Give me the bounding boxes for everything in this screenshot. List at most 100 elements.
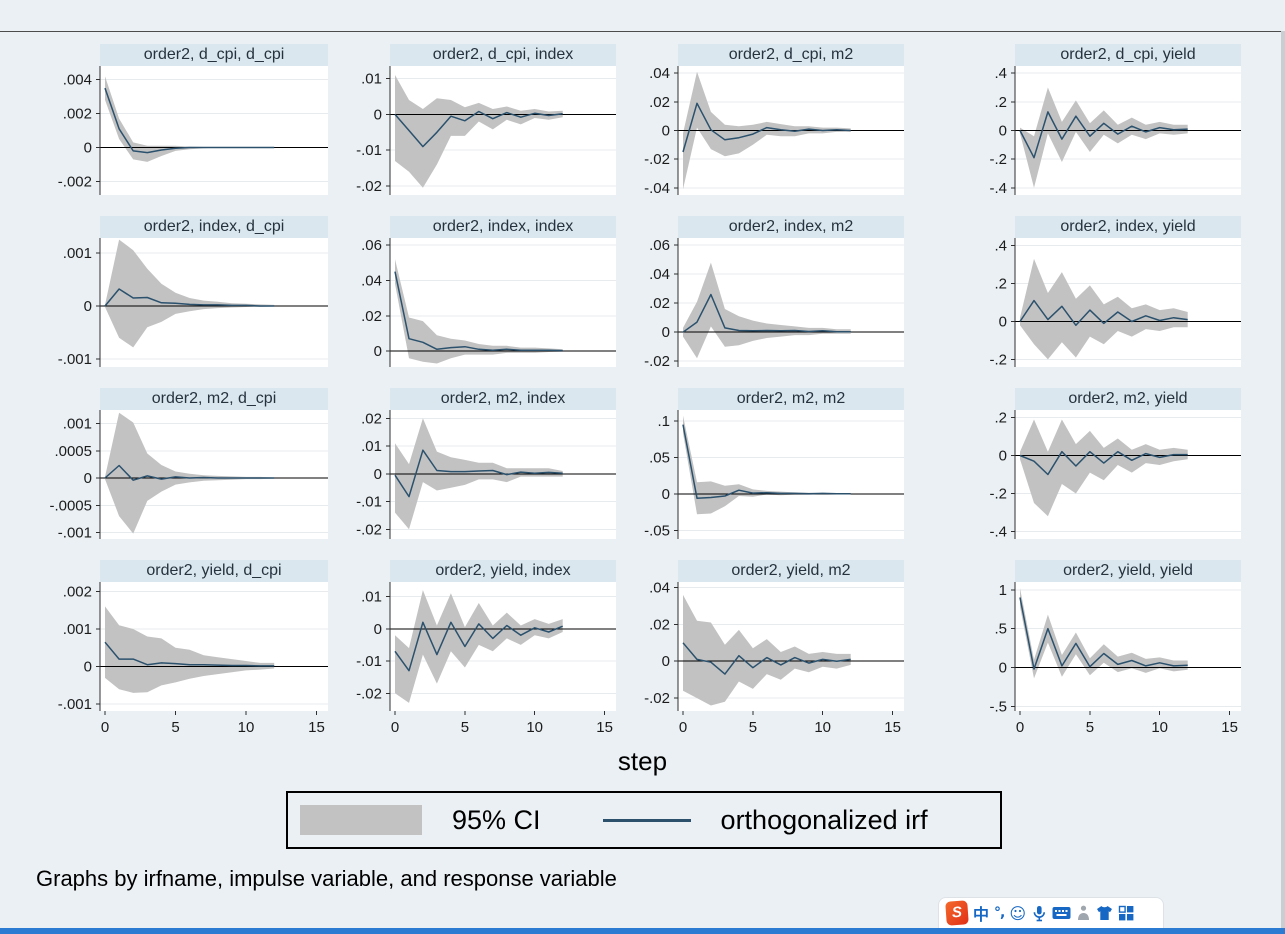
panel-title: order2, yield, yield bbox=[1015, 560, 1241, 582]
emoji-icon[interactable]: ☺ bbox=[1009, 903, 1027, 923]
panel-title: order2, m2, m2 bbox=[678, 388, 904, 410]
svg-text:.02: .02 bbox=[649, 295, 670, 312]
sogou-ime-toolbar: S 中 °, ☺ bbox=[938, 897, 1164, 928]
svg-text:.004: .004 bbox=[63, 72, 92, 89]
svg-text:.4: .4 bbox=[994, 65, 1007, 82]
microphone-icon[interactable] bbox=[1031, 901, 1047, 925]
svg-text:-.2: -.2 bbox=[989, 486, 1007, 503]
svg-text:10: 10 bbox=[238, 719, 255, 736]
panel-plot: .2 0 -.2 -.4 bbox=[989, 410, 1241, 540]
svg-text:0: 0 bbox=[662, 123, 670, 140]
x-axis-title: step bbox=[617, 746, 668, 776]
panel-title: order2, index, yield bbox=[1015, 216, 1241, 238]
panel-plot: .002 .001 0 -.001 0 5 10 15 bbox=[58, 582, 328, 736]
svg-text:0: 0 bbox=[374, 466, 382, 483]
handwriting-icon[interactable] bbox=[1076, 901, 1091, 925]
svg-text:.1: .1 bbox=[657, 413, 670, 430]
svg-text:15: 15 bbox=[308, 719, 325, 736]
svg-text:.06: .06 bbox=[361, 237, 382, 254]
svg-text:0: 0 bbox=[662, 486, 670, 503]
svg-text:-.2: -.2 bbox=[989, 351, 1007, 368]
svg-text:-.04: -.04 bbox=[644, 180, 670, 197]
svg-text:-.02: -.02 bbox=[356, 521, 382, 538]
svg-text:0: 0 bbox=[999, 660, 1007, 677]
panel-plot: 1 .5 0 -.5 0 5 10 15 bbox=[989, 582, 1241, 736]
svg-text:-.02: -.02 bbox=[356, 178, 382, 195]
svg-text:-.05: -.05 bbox=[644, 522, 670, 539]
sogou-logo-icon[interactable]: S bbox=[945, 900, 969, 926]
svg-text:0: 0 bbox=[662, 324, 670, 341]
irf-line-swatch bbox=[602, 818, 691, 822]
svg-text:5: 5 bbox=[749, 719, 757, 736]
punctuation-icon[interactable]: °, bbox=[994, 905, 1005, 921]
svg-text:0: 0 bbox=[999, 123, 1007, 140]
svg-text:.2: .2 bbox=[994, 276, 1007, 293]
svg-text:.002: .002 bbox=[63, 106, 92, 123]
svg-text:5: 5 bbox=[461, 719, 469, 736]
graph-note: Graphs by irfname, impulse variable, and… bbox=[36, 866, 617, 891]
irf-panel: order2, index, yield .4 .2 0 -.2 bbox=[967, 216, 1253, 373]
svg-text:.04: .04 bbox=[649, 266, 670, 283]
svg-text:-.02: -.02 bbox=[644, 690, 670, 707]
svg-text:.02: .02 bbox=[649, 94, 670, 111]
svg-text:15: 15 bbox=[596, 719, 613, 736]
svg-text:5: 5 bbox=[171, 719, 179, 736]
svg-text:-.01: -.01 bbox=[356, 142, 382, 159]
panel-title: order2, yield, index bbox=[390, 560, 616, 582]
svg-text:0: 0 bbox=[662, 653, 670, 670]
svg-text:-.002: -.002 bbox=[58, 173, 92, 190]
svg-text:-.0005: -.0005 bbox=[49, 497, 92, 514]
svg-text:.2: .2 bbox=[994, 94, 1007, 111]
panel-title: order2, d_cpi, m2 bbox=[678, 44, 904, 66]
svg-text:-.01: -.01 bbox=[356, 494, 382, 511]
panel-title: order2, d_cpi, d_cpi bbox=[100, 44, 328, 66]
panel-plot: .1 .05 0 -.05 bbox=[644, 410, 904, 539]
irf-panel: order2, yield, m2 .04 .02 0 -.02 0 5 10 15 bbox=[630, 560, 916, 738]
svg-text:0: 0 bbox=[999, 314, 1007, 331]
skin-icon[interactable] bbox=[1096, 901, 1113, 925]
panel-plot: .04 .02 0 -.02 -.04 bbox=[644, 65, 904, 197]
svg-text:0: 0 bbox=[391, 719, 399, 736]
svg-text:10: 10 bbox=[1151, 719, 1168, 736]
svg-text:0: 0 bbox=[84, 659, 92, 676]
chinese-mode-icon[interactable]: 中 bbox=[973, 905, 990, 924]
svg-text:.05: .05 bbox=[649, 449, 670, 466]
panel-plot: .4 .2 0 -.2 -.4 bbox=[989, 65, 1241, 197]
irf-panel: order2, d_cpi, m2 .04 .02 0 -.02 -.04 bbox=[630, 44, 916, 201]
toolbox-icon[interactable] bbox=[1118, 901, 1134, 925]
svg-text:.04: .04 bbox=[361, 272, 382, 289]
svg-text:.04: .04 bbox=[649, 65, 670, 82]
svg-text:15: 15 bbox=[884, 719, 901, 736]
svg-text:.001: .001 bbox=[63, 245, 92, 262]
panel-plot: .004 .002 0 -.002 bbox=[58, 66, 328, 195]
svg-text:0: 0 bbox=[374, 343, 382, 360]
panel-plot: .01 0 -.01 -.02 0 5 10 15 bbox=[356, 582, 616, 736]
svg-text:0: 0 bbox=[1016, 719, 1024, 736]
svg-text:-.001: -.001 bbox=[58, 696, 92, 713]
svg-text:0: 0 bbox=[999, 448, 1007, 465]
irf-legend-label: orthogonalized irf bbox=[720, 804, 928, 835]
ci-legend-label: 95% CI bbox=[452, 804, 541, 835]
taskbar-edge bbox=[0, 928, 1285, 934]
svg-text:-.02: -.02 bbox=[644, 353, 670, 370]
svg-text:-.01: -.01 bbox=[356, 653, 382, 670]
panel-plot: .06 .04 .02 0 bbox=[361, 237, 616, 367]
svg-text:.01: .01 bbox=[361, 438, 382, 455]
irf-panel: order2, m2, index .02 .01 0 -.01 -.02 bbox=[342, 388, 628, 545]
panel-title: order2, m2, d_cpi bbox=[100, 388, 328, 410]
irf-panel: order2, index, m2 .06 .04 .02 0 -.02 bbox=[630, 216, 916, 373]
svg-text:-.02: -.02 bbox=[644, 151, 670, 168]
svg-text:0: 0 bbox=[84, 140, 92, 157]
keyboard-icon[interactable] bbox=[1052, 901, 1071, 925]
irf-panel: order2, yield, yield 1 .5 0 -.5 0 5 10 15 bbox=[967, 560, 1253, 738]
panel-title: order2, m2, index bbox=[390, 388, 616, 410]
irf-panel: order2, m2, d_cpi .001 .0005 0 -.0005 -.001 bbox=[36, 388, 340, 545]
panel-title: order2, d_cpi, index bbox=[390, 44, 616, 66]
svg-text:0: 0 bbox=[101, 719, 109, 736]
panel-title: order2, index, d_cpi bbox=[100, 216, 328, 238]
panel-title: order2, m2, yield bbox=[1015, 388, 1241, 410]
svg-text:0: 0 bbox=[374, 106, 382, 123]
panel-plot: .001 0 -.001 bbox=[58, 238, 328, 368]
irf-panel: order2, d_cpi, index .01 0 -.01 -.02 bbox=[342, 44, 628, 201]
